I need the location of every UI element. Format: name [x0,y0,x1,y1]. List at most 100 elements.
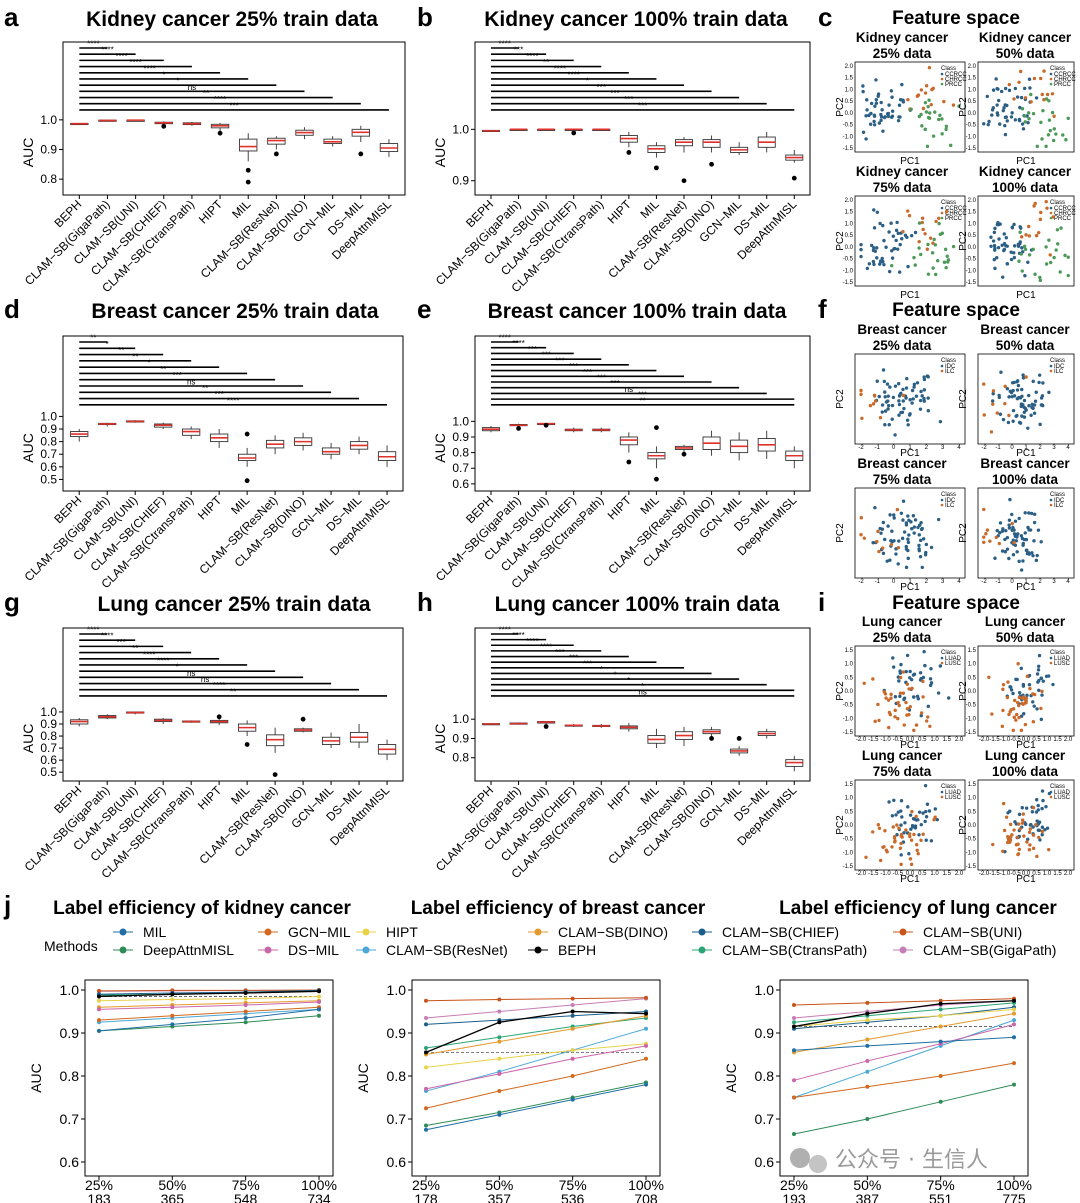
box-outlier [626,459,632,465]
pca-point [879,118,883,123]
pca-point [1037,653,1042,658]
pca-point [906,540,911,545]
pca-point [918,398,923,403]
legend-title: Class [1050,650,1065,656]
pca-point [898,691,903,695]
subplot-subtitle: 25% data [873,630,932,645]
pca-point [1027,77,1032,81]
pca-point [908,834,912,839]
pca-point [901,691,906,695]
y-tick-label: -0.5 [843,837,854,843]
pca-point [993,556,997,560]
legend-label: IDC [945,498,956,504]
subplot-subtitle: 75% data [873,180,932,195]
series-point [424,1086,428,1091]
y-axis-label: AUC [20,724,36,754]
legend-label: LUAD [945,790,962,796]
pca-point [1045,206,1049,210]
pca-point [1007,518,1012,522]
pca-point [905,653,910,658]
pca-point [1032,520,1037,525]
pca-point [894,228,899,233]
pca-point [924,542,929,547]
pca-point [1023,114,1027,118]
pca-point [921,832,925,836]
pca-point [1039,210,1043,215]
sig-label: * [600,665,603,674]
y-tick-label: 0.5 [40,472,57,486]
pc1-label: PC1 [900,582,920,593]
legend-dot [1049,503,1053,507]
pca-point [1039,396,1044,400]
pca-point [922,649,926,654]
pca-point [999,370,1003,374]
pca-point [893,246,897,251]
y-axis-label: AUC [432,433,448,463]
series-point [792,1132,796,1137]
pc1-label: PC1 [1016,448,1036,459]
x-tick-label: HIPT [195,783,225,813]
label-efficiency-chart: Label efficiency of breast cancer 0.6 0.7 0… [355,898,706,1203]
pca-point [991,88,996,92]
pca-point [904,396,908,400]
pca-point [1017,117,1022,122]
y-tick-label: 0.9 [452,174,469,188]
pca-point [1020,414,1024,418]
legend-dot [940,82,944,86]
legend-title: Class [941,66,956,72]
sig-label: *** [229,101,238,110]
y-tick-label: 1.5 [845,210,854,216]
x-tick-label: 1.0 [1043,871,1052,877]
pca-point [872,226,877,230]
sig-label: **** [143,64,155,73]
pca-point [1051,215,1056,219]
pca-point [928,236,933,240]
pca-point [890,95,894,99]
pca-point [908,676,912,680]
sig-label: **** [554,64,566,73]
pca-point [886,114,891,119]
series-point [938,1024,943,1029]
pca-point [945,254,949,258]
pca-point [943,247,948,252]
pca-point [904,828,908,832]
pca-point [1031,379,1035,384]
pca-point [890,109,895,113]
series-line [98,1006,320,1021]
pca-point [940,132,944,136]
pca-point [1042,98,1046,102]
pca-point [1051,682,1055,687]
pca-point [878,858,883,863]
pca-point [1009,250,1013,254]
pca-point [1005,386,1010,391]
pca-point [899,511,904,515]
pca-point [901,230,905,234]
pca-point [871,677,875,681]
pca-point [1031,720,1036,724]
y-tick-label: 1.0 [40,705,57,719]
y-axis-label: AUC [355,1063,371,1093]
pca-point [935,817,939,822]
pca-point [1027,224,1031,229]
pca-point [923,663,927,668]
x-tick-label: 75% [559,1177,587,1193]
sig-label: * [176,663,179,672]
subplot-subtitle: 50% data [996,338,1055,353]
pca-point [1027,848,1032,852]
pca-point [1047,847,1051,852]
series-point [424,1127,428,1132]
pca-point [998,521,1003,525]
series-point [938,998,943,1003]
pca-point [995,528,999,533]
pca-point [934,219,938,224]
pca-point [859,247,863,252]
pca-point [997,541,1002,546]
series-point [1012,1061,1016,1066]
pca-point [885,382,890,386]
pca-frame [977,645,1075,737]
x-tick-label: -0.5 [1010,871,1021,877]
pca-point [985,94,990,99]
legend-label: CLAM−SB(CHIEF) [722,924,839,940]
